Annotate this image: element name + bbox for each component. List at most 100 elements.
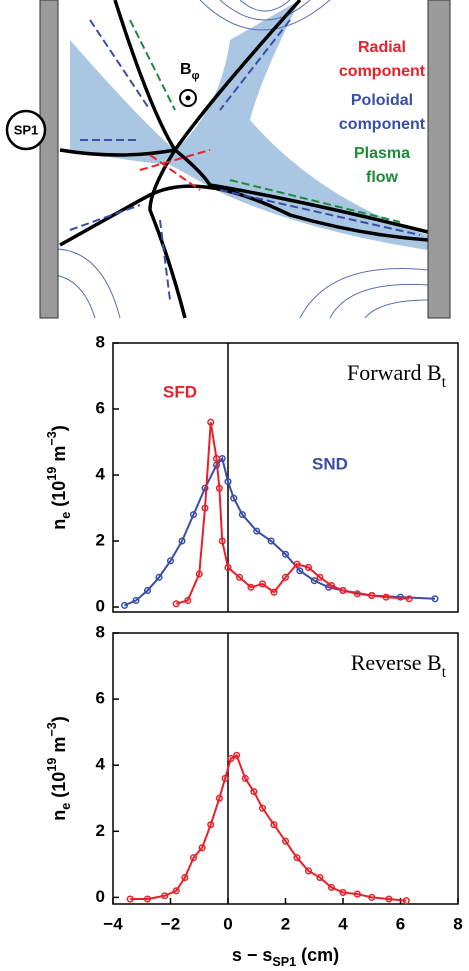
legend-text: Radial (358, 39, 406, 56)
data-point (281, 550, 290, 558)
text-part: t (442, 374, 447, 391)
y-tick-label: 2 (96, 531, 105, 550)
data-point (281, 837, 290, 845)
text-part: SP1 (272, 955, 296, 969)
annotation: Reverse Bt (351, 650, 447, 681)
data-point (207, 418, 215, 426)
right-wall (427, 0, 451, 319)
data-point (253, 527, 261, 535)
text-part: e (59, 803, 73, 810)
data-point (172, 600, 180, 608)
text-part: ) (49, 425, 69, 431)
data-point (431, 595, 439, 603)
y-axis-label: ne (1019 m−3) (45, 425, 73, 529)
text-part: m (49, 446, 69, 467)
x-tick-label: 8 (453, 914, 462, 933)
data-point (293, 854, 301, 862)
data-point (238, 511, 246, 519)
y-tick-label: 4 (96, 755, 106, 774)
data-point (161, 892, 169, 900)
text-part: (10 (49, 772, 69, 803)
separatrix (59, 0, 429, 319)
data-point (339, 586, 347, 595)
data-point (339, 888, 347, 896)
data-point (143, 895, 152, 903)
data-point (250, 788, 258, 796)
data-point (166, 557, 175, 565)
data-point (281, 573, 290, 581)
legend-text: Poloidal (351, 92, 413, 109)
annotation: Forward Bt (347, 360, 447, 391)
legend-text: Plasma (354, 145, 410, 162)
data-point (184, 596, 192, 604)
y-tick-label: 6 (96, 689, 105, 708)
series-line (130, 753, 407, 902)
data-point (368, 591, 376, 600)
field-label: Bφ (180, 61, 200, 82)
field-dot (185, 95, 191, 101)
flux-contours (39, 0, 429, 319)
sp-marker (5, 109, 47, 151)
data-point (120, 601, 129, 609)
data-point (382, 593, 390, 601)
data-point (230, 494, 238, 502)
data-point (304, 867, 313, 875)
data-point (385, 895, 393, 903)
data-point (327, 883, 336, 892)
data-point (215, 794, 223, 802)
text-part: −3 (45, 431, 59, 445)
data-point (195, 570, 203, 578)
x-tick-label: −2 (161, 914, 180, 933)
y-tick-label: 8 (96, 622, 105, 641)
x-tick-label: 4 (338, 914, 348, 933)
series-label: SFD (163, 382, 197, 401)
y-tick-label: 8 (96, 332, 105, 351)
data-point (327, 582, 336, 590)
data-point (405, 595, 413, 603)
legend-text: flow (366, 169, 399, 186)
x-tick-label: −4 (103, 914, 123, 933)
data-point (172, 887, 180, 895)
data-point (258, 580, 267, 588)
data-point (233, 751, 241, 759)
data-point (221, 774, 229, 782)
text-part: e (59, 512, 73, 519)
legend-text: component (339, 116, 426, 133)
x-axis-label: s − sSP1 (cm) (232, 945, 339, 970)
data-point (368, 893, 376, 901)
data-point (316, 874, 324, 882)
data-point (293, 560, 301, 568)
data-point (189, 854, 198, 862)
diagram: SP1 Bφ (5, 0, 451, 319)
text-part: n (49, 519, 69, 530)
y-tick-label: 6 (96, 398, 105, 417)
data-point (207, 821, 215, 829)
data-point (189, 511, 198, 519)
data-point (258, 804, 267, 812)
y-tick-label: 2 (96, 821, 105, 840)
sp-label: SP1 (14, 122, 39, 137)
data-point (178, 537, 186, 545)
data-point (353, 890, 361, 898)
data-point (126, 895, 134, 903)
text-part: Forward B (347, 360, 442, 385)
text-part: −3 (45, 722, 59, 736)
text-part: s − s (232, 945, 273, 965)
plot-frame (112, 342, 459, 613)
data-point (241, 774, 249, 782)
series-label: SND (312, 454, 348, 473)
data-point (132, 596, 140, 604)
data-point (270, 821, 278, 829)
text-part: (cm) (296, 945, 339, 965)
text-part: φ (192, 70, 200, 82)
left-wall (39, 0, 59, 319)
text-part: 19 (45, 467, 59, 481)
x-tick-label: 6 (396, 914, 405, 933)
scrape-off-layer (70, 0, 428, 250)
data-point (224, 563, 232, 571)
data-point (304, 563, 313, 571)
data-point (218, 537, 226, 545)
text-part: ) (49, 716, 69, 722)
